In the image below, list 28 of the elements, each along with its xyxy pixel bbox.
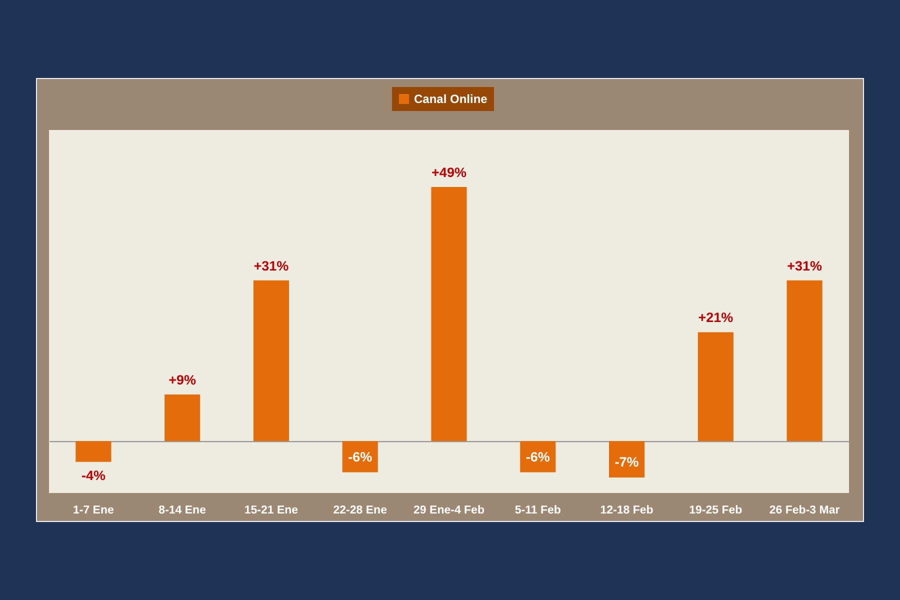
bar bbox=[164, 394, 200, 442]
x-tick-label: 26 Feb-3 Mar bbox=[769, 504, 840, 516]
x-tick-label: 19-25 Feb bbox=[689, 504, 742, 516]
x-tick-label: 1-7 Ene bbox=[72, 504, 114, 516]
x-tick-label: 15-21 Ene bbox=[244, 504, 298, 516]
data-label: +21% bbox=[698, 310, 734, 326]
bar bbox=[698, 332, 734, 442]
x-tick-label: 12-18 Feb bbox=[600, 504, 654, 516]
data-label: +31% bbox=[254, 258, 289, 274]
x-tick-label: 8-14 Ene bbox=[158, 504, 206, 516]
data-label: +49% bbox=[432, 165, 466, 180]
x-tick-label: 5-11 Feb bbox=[514, 504, 561, 516]
bar bbox=[431, 187, 467, 442]
bar bbox=[342, 441, 378, 472]
legend-label: Canal Online bbox=[414, 92, 488, 106]
data-label: -6% bbox=[526, 449, 550, 464]
bar bbox=[786, 280, 822, 442]
data-label: -7% bbox=[614, 454, 639, 470]
data-label: +9% bbox=[168, 372, 196, 388]
bar bbox=[76, 441, 112, 462]
bar bbox=[609, 441, 645, 478]
bar bbox=[520, 441, 556, 472]
data-label: -4% bbox=[81, 468, 106, 483]
x-tick-label: 29 Ene-4 Feb bbox=[414, 504, 484, 516]
x-tick-label: 22-28 Ene bbox=[333, 504, 387, 516]
data-label: -6% bbox=[348, 449, 372, 464]
data-label: +31% bbox=[787, 258, 822, 274]
bar bbox=[253, 280, 289, 442]
